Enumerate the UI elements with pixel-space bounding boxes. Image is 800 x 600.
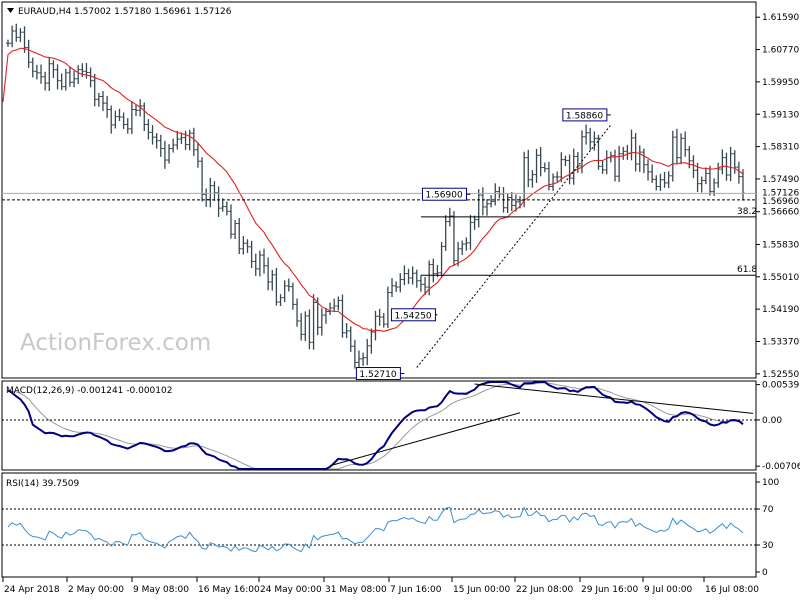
annotation-box (421, 187, 467, 201)
time-tick-label: 29 Jun 16:00 (581, 585, 638, 595)
time-tick-label: 24 Apr 2018 (4, 585, 60, 595)
time-tick-label: 9 May 08:00 (133, 585, 189, 595)
annotation-label: 1.54250 (394, 311, 431, 321)
price-tick-label: 1.53370 (762, 337, 799, 347)
annotation-label: 1.56900 (425, 191, 462, 201)
price-label: 1.57126 (762, 188, 799, 198)
price-tick-label: 1.58310 (762, 143, 799, 153)
annotation-label: 1.58860 (566, 111, 603, 121)
price-tick-label: 1.60770 (762, 46, 799, 56)
macd-support-trendline (329, 412, 521, 467)
fib-level-label: 61.8 (737, 265, 757, 275)
price-label-bg (757, 187, 799, 198)
time-tick-label: 15 Jun 00:00 (453, 585, 510, 595)
time-tick-label: 24 May 00:00 (260, 585, 322, 595)
rsi-panel (1, 472, 757, 578)
moving-average-line (2, 47, 744, 332)
price-tick-label: 1.57490 (762, 175, 799, 185)
fib-level-label: 38.2 (737, 207, 757, 217)
time-axis: 24 Apr 2018 2 May 00:00 9 May 08:00 16 May … (2, 577, 759, 595)
time-tick-label: 22 Jun 08:00 (516, 585, 573, 595)
price-title: EURAUD,H4 1.57002 1.57180 1.56961 1.5712… (18, 7, 232, 17)
price-tick-label: 1.56660 (762, 208, 799, 218)
price-tick-label: 1.54190 (762, 305, 799, 315)
rsi-tick-label: 100 (762, 478, 779, 488)
macd-signal-line (7, 382, 744, 470)
rsi-plot: 100 70 30 0 (2, 478, 779, 578)
annotation-box (355, 367, 401, 381)
dropdown-icon[interactable] (7, 8, 14, 13)
price-tick-label: 1.55010 (762, 273, 799, 283)
rsi-line (7, 506, 744, 553)
macd-title: MACD(12,26,9) -0.001241 -0.000102 (6, 386, 172, 396)
annotation-label: 1.52710 (359, 370, 396, 380)
rsi-tick-label: 0 (762, 568, 768, 578)
macd-tick-label: 0.005398 (762, 381, 800, 391)
macd-resistance-trendline (474, 383, 754, 414)
price-tick-label: 1.55830 (762, 240, 799, 250)
macd-plot: 0.005398 0.00 -0.007064 (2, 381, 800, 472)
macd-tick-label: -0.007064 (762, 462, 800, 472)
rsi-tick-label: 70 (762, 505, 774, 515)
watermark: ActionForex.com (20, 330, 211, 356)
time-tick-label: 7 Jun 16:00 (390, 585, 442, 595)
price-tick-label: 1.61590 (762, 13, 799, 23)
price-tick-label: 1.52550 (762, 370, 799, 380)
time-tick-label: 16 Jul 08:00 (705, 585, 759, 595)
macd-line (7, 381, 744, 470)
macd-tick-label: 0.00 (762, 416, 782, 426)
rsi-tick-label: 30 (762, 541, 774, 551)
annotation-box (562, 108, 608, 122)
annotation-box (390, 308, 436, 322)
time-tick-label: 2 May 00:00 (68, 585, 124, 595)
price-label: 1.56960 (762, 197, 799, 207)
time-tick-label: 16 May 16:00 (198, 585, 260, 595)
price-tick-label: 1.59950 (762, 78, 799, 88)
time-tick-label: 9 Jul 00:00 (644, 585, 693, 595)
price-label-bg (757, 195, 799, 206)
price-tick-label: 1.59130 (762, 110, 799, 120)
rsi-title: RSI(14) 39.7509 (6, 479, 79, 489)
price-plot: 1.61590 1.60770 1.59950 1.59130 1.58310 1.574… (2, 13, 799, 381)
macd-panel (1, 380, 757, 471)
time-tick-label: 31 May 08:00 (325, 585, 387, 595)
